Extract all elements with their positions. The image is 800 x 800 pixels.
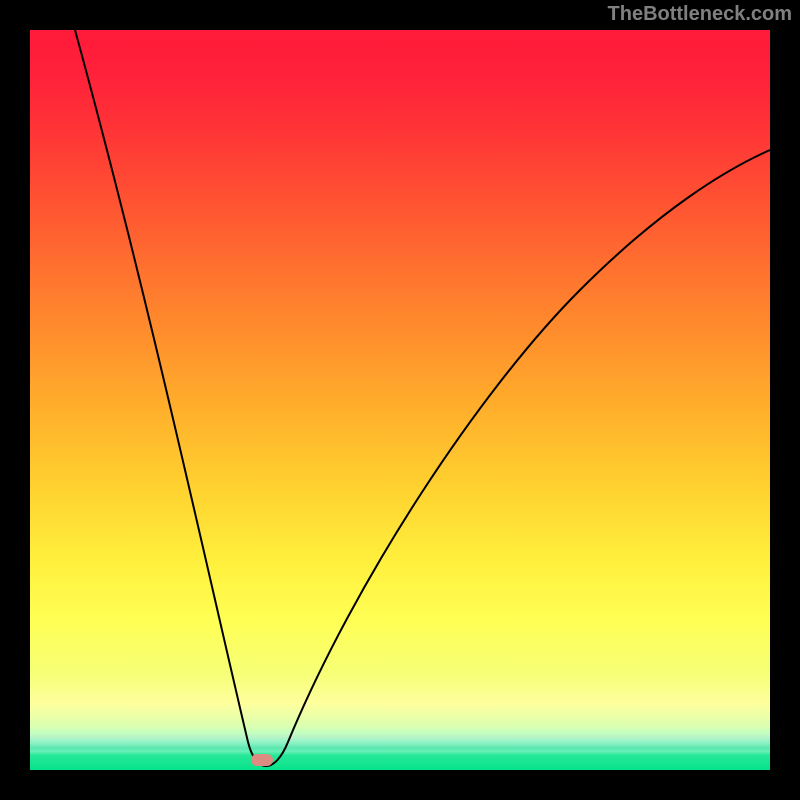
watermark-text: TheBottleneck.com [608,3,792,26]
bottleneck-chart [0,0,800,800]
optimal-marker [251,754,273,766]
plot-background [30,30,770,770]
